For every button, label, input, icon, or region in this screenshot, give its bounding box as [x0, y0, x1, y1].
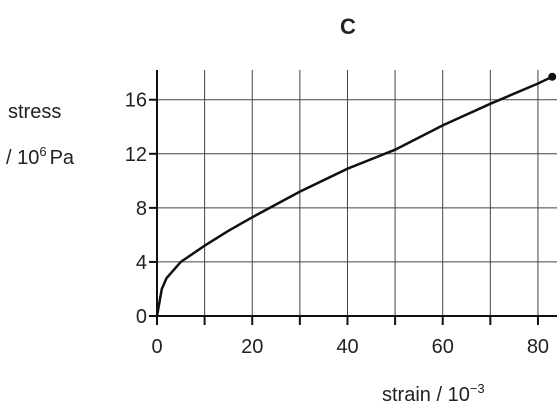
chart: C stress / 106Pa strain / 10−3 0 4 8 12 16 0 2…: [0, 0, 557, 407]
y-tick-label: 0: [136, 306, 147, 328]
y-tick-label: 16: [125, 90, 147, 112]
x-tick-label: 40: [336, 336, 358, 358]
x-tick-label: 80: [527, 336, 549, 358]
curve: [157, 77, 552, 316]
y-tick-label: 12: [125, 144, 147, 166]
chart-title: C: [340, 14, 356, 39]
x-tick-label: 20: [241, 336, 263, 358]
y-axis-label: stress: [8, 101, 61, 123]
y-tick-label: 4: [136, 252, 147, 274]
x-tick-label: 0: [151, 336, 162, 358]
x-axis-label: strain / 10−3: [382, 381, 485, 406]
y-tick-label: 8: [136, 198, 147, 220]
x-tick-label: 60: [432, 336, 454, 358]
end-point: [548, 73, 556, 81]
